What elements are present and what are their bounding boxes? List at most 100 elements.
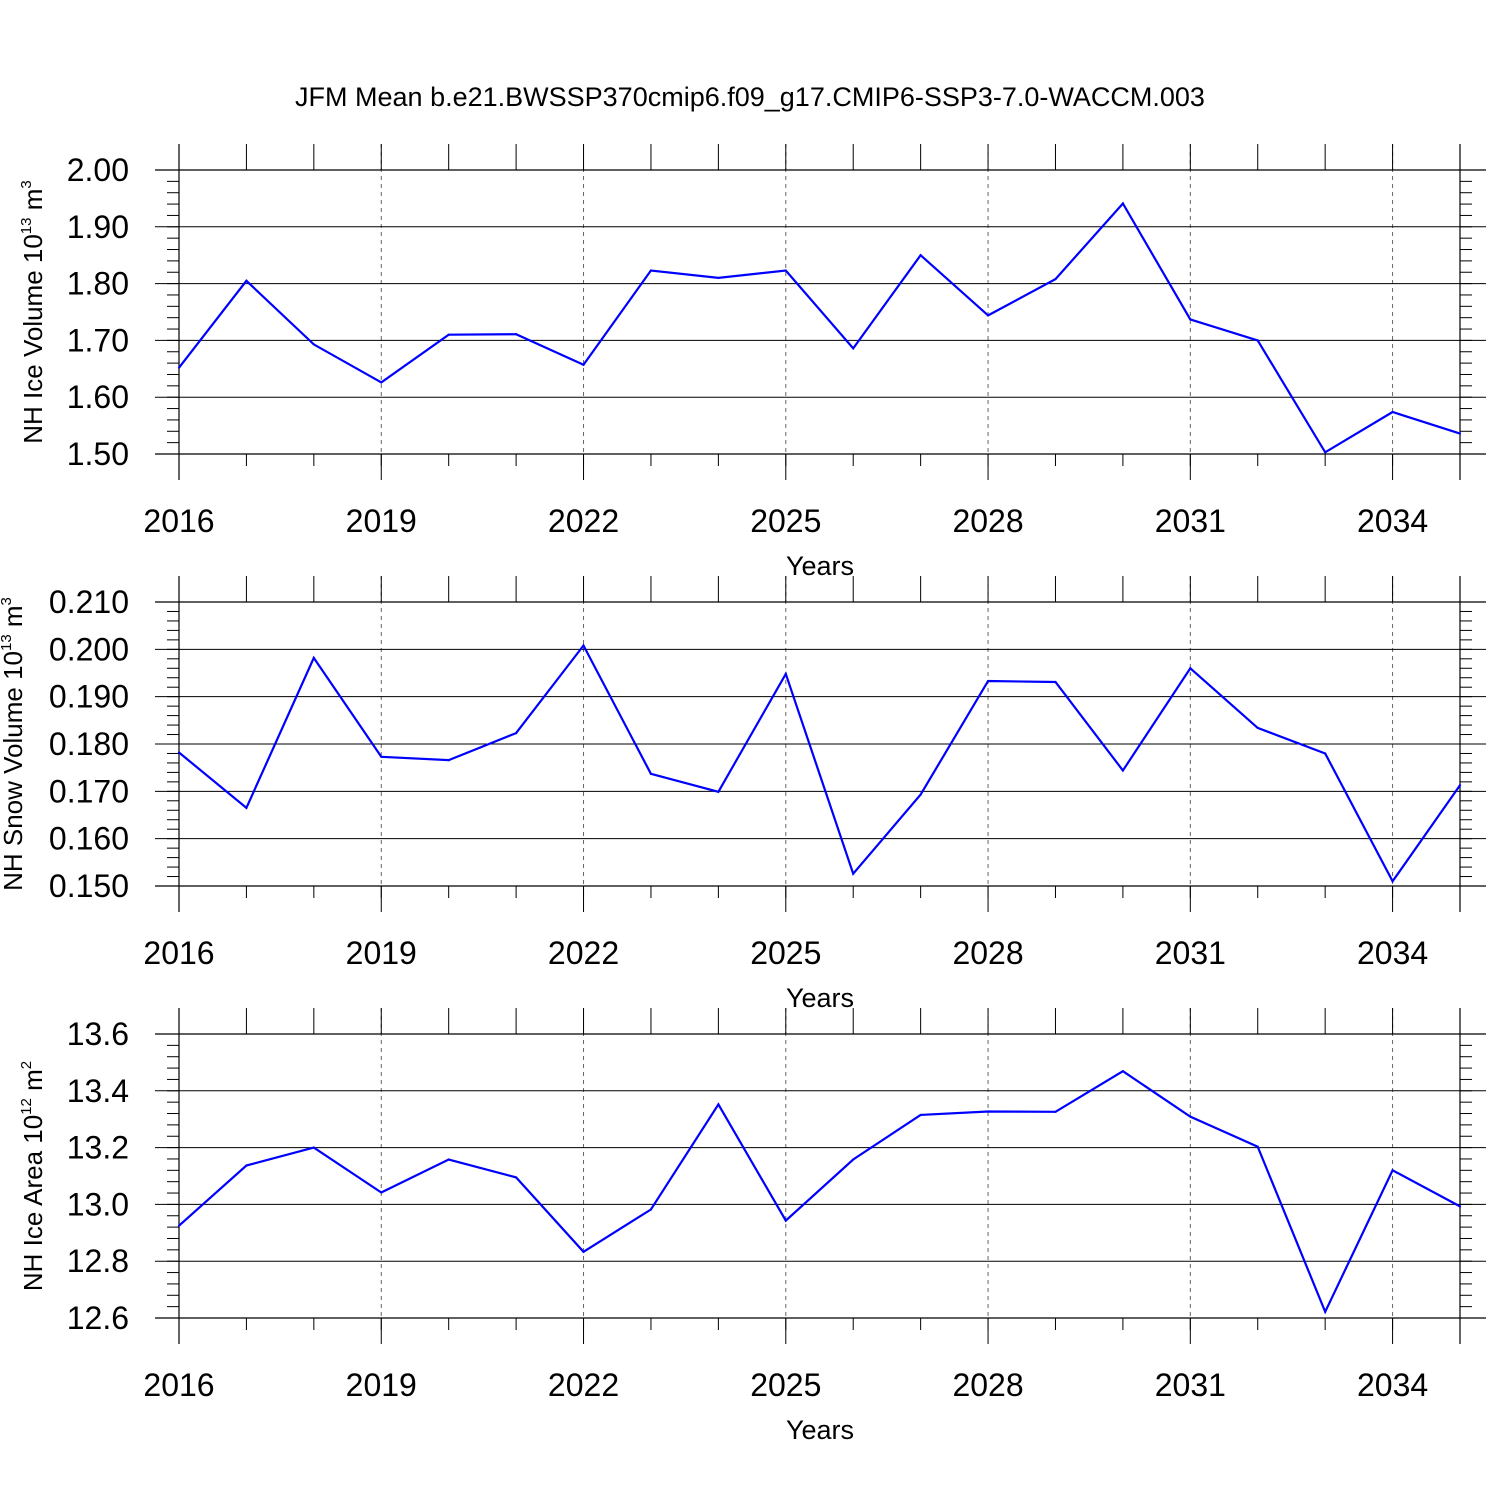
chart-title: JFM Mean b.e21.BWSSP370cmip6.f09_g17.CMI… xyxy=(295,82,1205,112)
panel-3: 12.6 12.8 13.0 13.2 13.4 13.6 2016 2019 2022 2025… xyxy=(18,1008,1486,1445)
y-tick-label: 13.4 xyxy=(67,1073,129,1109)
y-axis-label-exponent: 12 xyxy=(18,1098,35,1115)
panels-group: 1.50 1.60 1.70 1.80 1.90 2.00 2016 2019 2022 2025… xyxy=(0,144,1486,1445)
data-point xyxy=(447,333,450,336)
y-tick-label: 12.8 xyxy=(67,1243,129,1279)
x-tick-label: 2034 xyxy=(1357,503,1428,539)
data-point xyxy=(852,872,855,875)
data-point xyxy=(1189,667,1192,670)
y-tick-label: 1.70 xyxy=(67,322,129,358)
data-point xyxy=(1054,680,1057,684)
data-point xyxy=(717,1103,720,1106)
x-tick-label: 2019 xyxy=(346,503,417,539)
y-axis-label-unit: m xyxy=(0,605,28,634)
y-axis-label: NH Snow Volume 1013 m3 xyxy=(0,597,28,891)
x-tick-label: 2016 xyxy=(143,1367,214,1403)
data-point xyxy=(245,806,248,810)
y-tick-label: 13.2 xyxy=(67,1130,129,1166)
panel-2: 0.150 0.160 0.170 0.180 0.190 0.200 0.210 2016 2… xyxy=(0,576,1486,1013)
y-tick-label: 0.210 xyxy=(49,584,129,620)
y-tick-label: 0.200 xyxy=(49,631,129,667)
data-point xyxy=(986,679,990,683)
y-axis-label-unit: m xyxy=(18,1069,48,1098)
x-axis-label: Years xyxy=(786,551,854,581)
y-tick-label: 13.6 xyxy=(67,1016,129,1052)
x-tick-label: 2025 xyxy=(750,935,821,971)
x-tick-label: 2016 xyxy=(143,935,214,971)
y-axis-label-unit-exponent: 3 xyxy=(0,597,15,605)
data-point xyxy=(852,347,855,350)
series-line xyxy=(178,1069,1461,1315)
y-tick-label: 0.160 xyxy=(49,821,129,857)
data-point xyxy=(177,751,181,754)
data-point xyxy=(380,1191,383,1194)
x-tick-label: 2031 xyxy=(1155,1367,1226,1403)
data-point xyxy=(1324,451,1327,454)
data-point xyxy=(784,269,787,272)
data-point xyxy=(649,772,653,775)
data-point xyxy=(515,732,518,735)
data-point xyxy=(245,279,248,282)
data-point xyxy=(649,269,653,272)
x-tick-label: 2019 xyxy=(346,935,417,971)
data-point xyxy=(582,644,585,647)
y-axis-label-exponent: 13 xyxy=(18,217,35,234)
x-tick-label: 2031 xyxy=(1155,935,1226,971)
data-point xyxy=(515,333,518,336)
x-tick-label: 2031 xyxy=(1155,503,1226,539)
y-axis-label-unit-exponent: 3 xyxy=(18,180,35,188)
data-point xyxy=(177,1224,181,1227)
x-tick-label: 2028 xyxy=(952,935,1023,971)
y-axis-label-text: NH Ice Volume 10 xyxy=(18,234,48,444)
data-point xyxy=(1391,1169,1394,1172)
x-tick-label: 2028 xyxy=(952,503,1023,539)
y-axis-label: NH Ice Area 1012 m2 xyxy=(18,1061,48,1291)
y-axis-label-unit-exponent: 2 xyxy=(18,1061,35,1069)
y-axis-label: NH Ice Volume 1013 m3 xyxy=(18,180,48,443)
y-tick-label: 0.150 xyxy=(49,868,129,904)
x-tick-label: 2022 xyxy=(548,935,619,971)
data-point xyxy=(1189,318,1192,321)
data-point xyxy=(447,758,450,762)
data-point xyxy=(1324,752,1327,755)
data-point xyxy=(582,363,585,366)
x-tick-label: 2034 xyxy=(1357,935,1428,971)
data-point xyxy=(312,343,315,346)
data-point xyxy=(1458,432,1462,435)
y-tick-label: 0.190 xyxy=(49,679,129,715)
series-line xyxy=(178,643,1461,884)
data-point xyxy=(986,1110,990,1113)
data-point xyxy=(447,1158,450,1161)
y-tick-label: 0.170 xyxy=(49,773,129,809)
x-tick-label: 2022 xyxy=(548,1367,619,1403)
x-tick-label: 2016 xyxy=(143,503,214,539)
panel-1: 1.50 1.60 1.70 1.80 1.90 2.00 2016 2019 2022 2025… xyxy=(18,144,1486,581)
data-point xyxy=(312,656,315,659)
x-tick-label: 2022 xyxy=(548,503,619,539)
data-point xyxy=(986,314,990,317)
data-point xyxy=(177,366,181,369)
data-point xyxy=(919,1113,922,1117)
data-point xyxy=(1256,339,1259,342)
y-axis-label-text: NH Ice Area 10 xyxy=(18,1115,48,1291)
data-point xyxy=(515,1176,518,1179)
data-point xyxy=(717,276,720,280)
y-tick-label: 12.6 xyxy=(67,1300,129,1336)
x-tick-label: 2034 xyxy=(1357,1367,1428,1403)
y-axis-label-text: NH Snow Volume 10 xyxy=(0,651,28,891)
x-tick-label: 2028 xyxy=(952,1367,1023,1403)
data-point xyxy=(649,1208,653,1211)
data-point xyxy=(245,1164,248,1167)
data-point xyxy=(1391,880,1394,883)
series-line xyxy=(178,201,1461,454)
data-point xyxy=(1121,769,1124,772)
y-tick-label: 1.50 xyxy=(67,436,129,472)
data-point xyxy=(852,1158,855,1161)
x-axis-label: Years xyxy=(786,1415,854,1445)
data-point xyxy=(1256,1145,1259,1148)
data-point xyxy=(1458,1205,1462,1208)
data-point xyxy=(1324,1310,1327,1313)
y-tick-label: 2.00 xyxy=(67,152,129,188)
